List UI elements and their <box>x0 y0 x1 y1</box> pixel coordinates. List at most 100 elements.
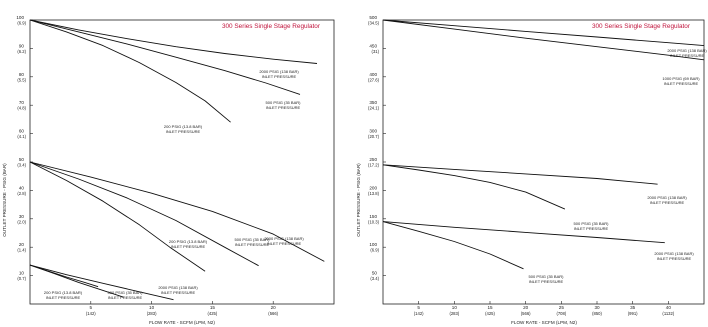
chart2-ytick-label: 500 <box>369 15 377 20</box>
chart1-series-8-label: 500 PSIG (35 BAR) <box>108 290 144 295</box>
chart2-xtick-sublabel: (708) <box>556 311 566 316</box>
chart1-ytick-label: 70 <box>19 100 25 105</box>
chart1-series-7-label: 2000 PSIG (138 BAR) <box>158 285 198 290</box>
chart-right-svg: 300 Series Single Stage Regulator 500(34.… <box>356 15 707 325</box>
chart2-title: 300 Series Single Stage Regulator <box>592 23 691 30</box>
chart1-ytick-label: 100 <box>16 15 24 20</box>
chart1-ytick-sublabel: (4.8) <box>17 106 26 111</box>
chart1-xtick-label: 5 <box>90 305 93 310</box>
chart2-series-5-line <box>382 221 665 244</box>
chart2-plot-frame <box>382 19 705 305</box>
chart2-xtick-label: 25 <box>559 305 565 310</box>
chart1-series-3-label: 200 PSIG (13.8 BAR) <box>164 124 203 129</box>
chart1-ytick-label: 20 <box>19 242 25 247</box>
chart1-y-axis-label: OUTLET PRESSURE - PSIG (BAR) <box>2 163 7 237</box>
chart2-series-1-line <box>382 19 705 47</box>
chart2-xtick-sublabel: (850) <box>592 311 602 316</box>
chart1-series-1-label: 2000 PSIG (138 BAR) <box>259 69 299 74</box>
chart1-series-8-label: INLET PRESSURE <box>108 295 143 300</box>
chart1-series-4-label: 2000 PSIG (138 BAR) <box>264 236 304 241</box>
chart2-ytick-label: 300 <box>369 129 377 134</box>
chart1-xtick-sublabel: (566) <box>268 311 278 316</box>
chart2-ytick-sublabel: (31) <box>372 49 380 54</box>
chart2-ytick-sublabel: (3.4) <box>370 276 379 281</box>
chart2-xtick-label: 30 <box>594 305 600 310</box>
chart1-ytick-sublabel: (2.0) <box>17 219 26 224</box>
chart2-series-3-line <box>382 164 658 185</box>
chart1-xtick-sublabel: (142) <box>86 311 96 316</box>
chart1-series-9-line <box>29 264 99 288</box>
chart2-ytick-sublabel: (10.3) <box>368 219 380 224</box>
chart2-series-4-label: INLET PRESSURE <box>574 226 609 231</box>
chart1-series-5-label: INLET PRESSURE <box>235 242 270 247</box>
chart1-series-4-label: INLET PRESSURE <box>267 241 302 246</box>
chart2-series-6-label: INLET PRESSURE <box>529 279 564 284</box>
chart1-series-6-line <box>29 161 206 272</box>
chart1-title: 300 Series Single Stage Regulator <box>222 23 321 30</box>
chart2-ytick-sublabel: (17.2) <box>368 163 380 168</box>
chart1-series-1-line <box>29 19 318 64</box>
chart1-series-5-line <box>29 161 259 267</box>
chart1-ytick-label: 50 <box>19 157 25 162</box>
chart1-xtick-label: 15 <box>210 305 216 310</box>
chart2-ytick-label: 350 <box>369 100 377 105</box>
chart2-series-1-label: INLET PRESSURE <box>670 53 705 58</box>
chart2-xtick-sublabel: (142) <box>414 311 424 316</box>
chart2-ytick-label: 100 <box>369 242 377 247</box>
chart2-xtick-sublabel: (991) <box>628 311 638 316</box>
chart1-series-3-line <box>29 19 231 123</box>
chart2-series-6-label: 500 PSIG (35 BAR) <box>529 274 565 279</box>
chart1-series-5-label: 500 PSIG (35 BAR) <box>235 237 271 242</box>
chart2-ytick-sublabel: (24.1) <box>368 106 380 111</box>
chart2-xtick-label: 10 <box>452 305 458 310</box>
chart2-ytick-label: 400 <box>369 72 377 77</box>
chart2-series-5-label: INLET PRESSURE <box>657 256 692 261</box>
chart1-series-4-line <box>29 161 325 262</box>
chart2-ytick-label: 150 <box>369 214 377 219</box>
chart1-ytick-label: 10 <box>19 271 25 276</box>
chart1-series-1-label: INLET PRESSURE <box>262 74 297 79</box>
chart1-ytick-sublabel: (2.8) <box>17 191 26 196</box>
chart2-xtick-sublabel: (283) <box>449 311 459 316</box>
chart-left-svg: 300 Series Single Stage Regulator 100(6.9… <box>2 15 335 325</box>
chart1-ytick-sublabel: (3.4) <box>17 163 26 168</box>
chart2-xtick-label: 20 <box>523 305 529 310</box>
chart2-ytick-label: 50 <box>372 271 378 276</box>
chart1-ytick-label: 80 <box>19 72 25 77</box>
chart1-ytick-sublabel: (0.7) <box>17 276 26 281</box>
chart1-series-2-label: 500 PSIG (35 BAR) <box>266 100 302 105</box>
chart1-ytick-sublabel: (1.4) <box>17 248 26 253</box>
chart1-plot-frame <box>29 19 335 305</box>
chart2-xtick-label: 40 <box>666 305 672 310</box>
chart2-series-5-label: 2000 PSIG (138 BAR) <box>654 251 694 256</box>
chart1-series-9-label: 200 PSIG (13.8 BAR) <box>44 290 83 295</box>
chart2-series-6-line <box>382 221 524 270</box>
chart2-xtick-sublabel: (425) <box>485 311 495 316</box>
chart1-ytick-label: 90 <box>19 43 25 48</box>
chart1-ytick-sublabel: (6.9) <box>17 21 26 26</box>
chart1-ytick-label: 40 <box>19 185 25 190</box>
chart2-ytick-sublabel: (27.6) <box>368 77 380 82</box>
chart2-ytick-sublabel: (20.7) <box>368 134 380 139</box>
chart2-ytick-label: 450 <box>369 43 377 48</box>
chart2-series-2-label: 1000 PSIG (69 BAR) <box>662 76 700 81</box>
chart1-xtick-sublabel: (425) <box>208 311 218 316</box>
chart1-ytick-label: 60 <box>19 129 25 134</box>
chart1-series-6-label: 200 PSIG (13.8 BAR) <box>169 239 208 244</box>
chart1-series-3-label: INLET PRESSURE <box>166 129 201 134</box>
chart2-xtick-label: 15 <box>487 305 493 310</box>
chart2-series-2-label: INLET PRESSURE <box>664 81 699 86</box>
chart2-xtick-label: 35 <box>630 305 636 310</box>
chart2-xtick-label: 5 <box>417 305 420 310</box>
chart2-xtick-sublabel: (566) <box>521 311 531 316</box>
chart2-series-3-label: 2000 PSIG (138 BAR) <box>647 195 687 200</box>
chart1-series-2-label: INLET PRESSURE <box>266 105 301 110</box>
chart2-ytick-label: 200 <box>369 185 377 190</box>
chart2-ytick-sublabel: (6.9) <box>370 248 379 253</box>
chart2-series-4-label: 500 PSIG (35 BAR) <box>574 221 610 226</box>
chart1-series-2-line <box>29 19 301 95</box>
chart2-ytick-label: 250 <box>369 157 377 162</box>
chart2-series-4-line <box>382 164 566 210</box>
chart2-series-2-line <box>382 19 705 61</box>
